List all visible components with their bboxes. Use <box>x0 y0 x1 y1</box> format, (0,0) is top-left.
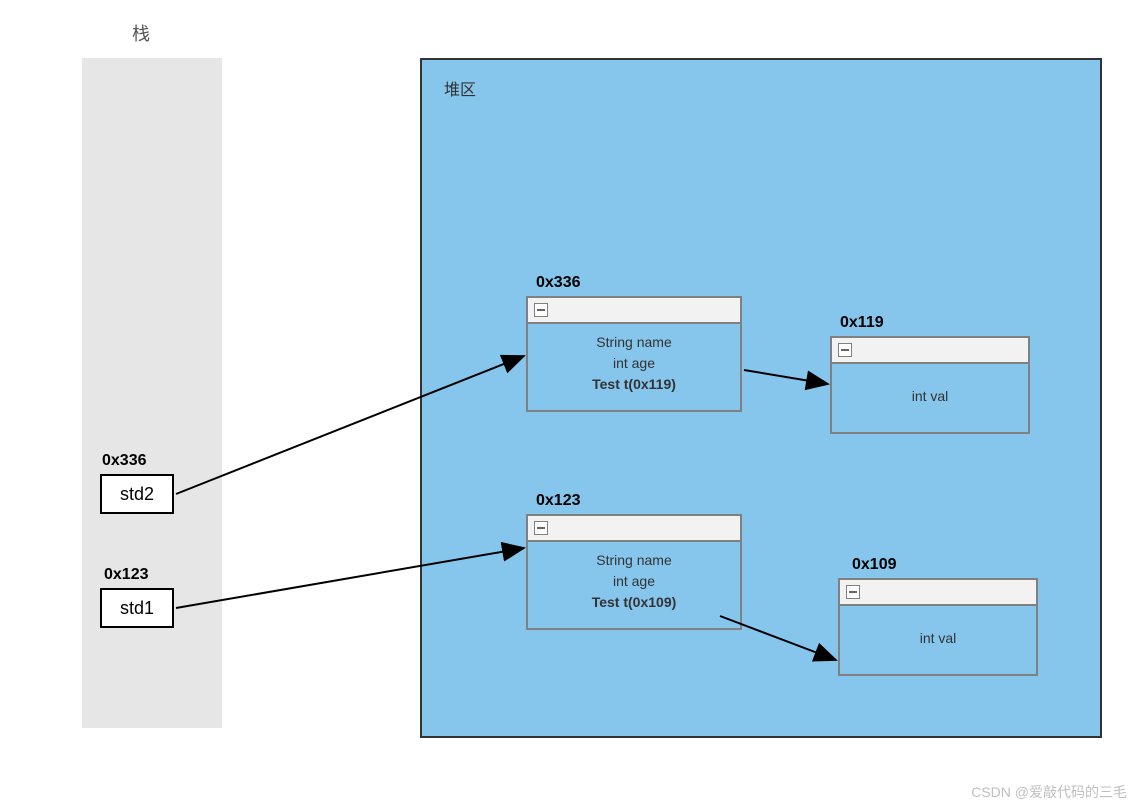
obj-body: int val <box>840 606 1036 657</box>
obj-field: int val <box>836 386 1024 407</box>
heap-obj-0x336: String name int age Test t(0x119) <box>526 296 742 412</box>
stack-addr-std1: 0x123 <box>104 566 149 584</box>
watermark: CSDN @爱敲代码的三毛 <box>971 782 1127 802</box>
stack-addr-std2: 0x336 <box>102 452 147 470</box>
obj-field: String name <box>532 332 736 353</box>
stack-box-std2: std2 <box>100 474 174 514</box>
stack-box-std1: std1 <box>100 588 174 628</box>
obj-body: String name int age Test t(0x109) <box>528 542 740 621</box>
obj-header <box>832 338 1028 364</box>
heap-addr-0x109: 0x109 <box>852 556 897 574</box>
heap-addr-0x336: 0x336 <box>536 274 581 292</box>
obj-field: int age <box>532 571 736 592</box>
obj-body: int val <box>832 364 1028 415</box>
obj-header <box>840 580 1036 606</box>
obj-field: int age <box>532 353 736 374</box>
obj-field-bold: Test t(0x119) <box>532 374 736 395</box>
heap-addr-0x123: 0x123 <box>536 492 581 510</box>
stack-title: 栈 <box>132 20 150 46</box>
stack-label-std1: std1 <box>120 598 154 619</box>
heap-obj-0x109: int val <box>838 578 1038 676</box>
stack-label-std2: std2 <box>120 484 154 505</box>
obj-header <box>528 298 740 324</box>
obj-body: String name int age Test t(0x119) <box>528 324 740 403</box>
obj-header <box>528 516 740 542</box>
obj-field-bold: Test t(0x109) <box>532 592 736 613</box>
heap-title: 堆区 <box>444 76 476 100</box>
heap-obj-0x119: int val <box>830 336 1030 434</box>
obj-field: String name <box>532 550 736 571</box>
obj-field: int val <box>844 628 1032 649</box>
collapse-icon[interactable] <box>534 521 548 535</box>
collapse-icon[interactable] <box>846 585 860 599</box>
collapse-icon[interactable] <box>838 343 852 357</box>
heap-addr-0x119: 0x119 <box>840 314 884 332</box>
collapse-icon[interactable] <box>534 303 548 317</box>
heap-obj-0x123: String name int age Test t(0x109) <box>526 514 742 630</box>
